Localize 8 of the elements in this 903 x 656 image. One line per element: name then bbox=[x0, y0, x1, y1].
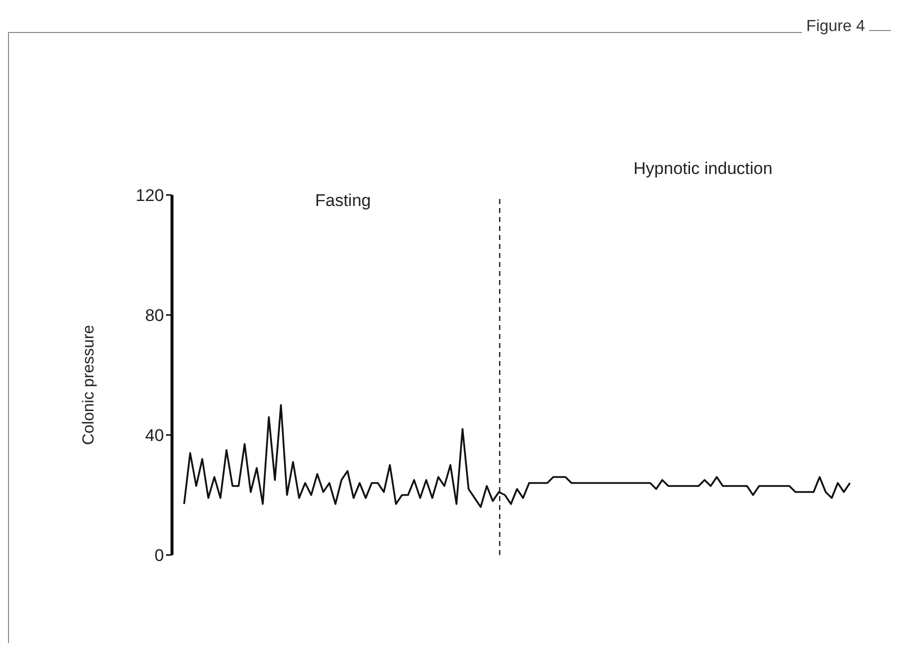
annotation: Fasting bbox=[314, 190, 372, 212]
chart-title: Figure 4 bbox=[802, 18, 895, 36]
y-tick-label: 0 bbox=[154, 546, 164, 566]
y-tick-label: 120 bbox=[136, 186, 164, 206]
y-tick-label: 40 bbox=[145, 426, 164, 446]
text: Hypnotic induction bbox=[632, 158, 774, 180]
y-axis-title: Colonic pressure bbox=[80, 324, 98, 445]
y-tick-label: 80 bbox=[145, 306, 164, 326]
